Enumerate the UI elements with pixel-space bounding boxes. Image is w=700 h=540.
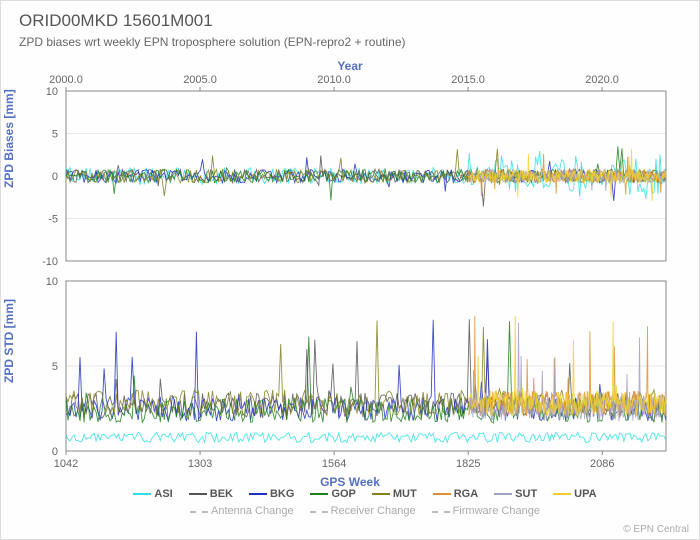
svg-text:2086: 2086 [590, 458, 614, 470]
svg-text:5: 5 [52, 361, 58, 373]
svg-text:1042: 1042 [54, 458, 78, 470]
legend-item-asi: ASI [133, 486, 172, 504]
svg-text:0: 0 [52, 446, 58, 458]
legend-item-gop: GOP [310, 486, 355, 504]
legend-item-bkg: BKG [249, 486, 294, 504]
svg-text:5: 5 [52, 129, 58, 141]
svg-text:10: 10 [46, 86, 58, 98]
legend-item-rga: RGA [433, 486, 478, 504]
svg-text:2010.0: 2010.0 [317, 74, 351, 86]
legend: ASI BEK BKG GOP MUT RGA SUT UPA Antenna Change Re… [61, 486, 669, 521]
svg-text:-10: -10 [42, 256, 58, 268]
svg-text:0: 0 [52, 171, 58, 183]
svg-text:10: 10 [46, 276, 58, 288]
legend-item-mut: MUT [372, 486, 417, 504]
svg-text:2020.0: 2020.0 [585, 74, 619, 86]
legend-item-receiver-change: Receiver Change [310, 503, 416, 521]
plot-svg: -10-5051005102000.02005.02010.02015.0202… [1, 1, 700, 471]
svg-text:2015.0: 2015.0 [451, 74, 485, 86]
legend-item-bek: BEK [189, 486, 233, 504]
svg-text:-5: -5 [48, 214, 58, 226]
legend-item-firmware-change: Firmware Change [432, 503, 540, 521]
svg-text:1564: 1564 [322, 458, 346, 470]
credit-text: © EPN Central [623, 524, 689, 535]
legend-item-antenna-change: Antenna Change [190, 503, 294, 521]
legend-item-sut: SUT [494, 486, 537, 504]
svg-text:2000.0: 2000.0 [49, 74, 83, 86]
legend-item-upa: UPA [553, 486, 596, 504]
chart-container: ORID00MKD 15601M001 ZPD biases wrt weekl… [0, 0, 700, 540]
svg-text:1303: 1303 [188, 458, 212, 470]
svg-text:1825: 1825 [456, 458, 480, 470]
svg-text:2005.0: 2005.0 [183, 74, 217, 86]
